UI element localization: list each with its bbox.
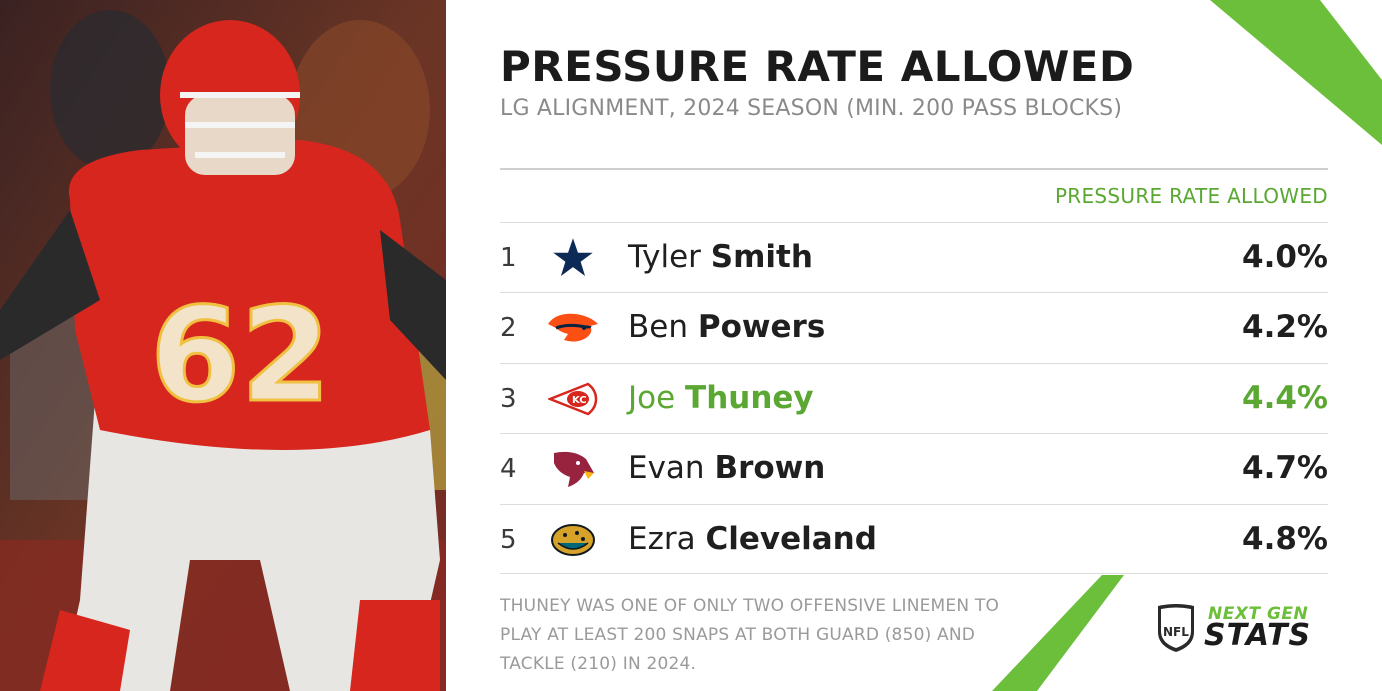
nfl-text: NFL <box>1163 625 1189 639</box>
column-header: PRESSURE RATE ALLOWED <box>1054 184 1328 208</box>
brand-next-gen: NEXT GEN <box>1208 604 1309 624</box>
rank: 3 <box>500 383 517 414</box>
nfl-shield-icon: NFL <box>1158 604 1194 652</box>
player-name: Ezra Cleveland <box>628 521 877 557</box>
pressure-rate-value: 4.0% <box>1242 239 1328 275</box>
last-name: Brown <box>714 450 826 487</box>
pressure-rate-value: 4.7% <box>1242 450 1328 487</box>
first-name: Ben <box>628 309 688 346</box>
player-name: Ben Powers <box>628 309 825 345</box>
bottom-slash-decoration <box>992 575 1124 691</box>
table-row-highlighted: 3 KC Joe Thuney 4.4% <box>500 362 1328 433</box>
page-title: PRESSURE RATE ALLOWED <box>500 42 1135 91</box>
player-name: Joe Thuney <box>628 380 814 416</box>
player-name: Evan Brown <box>628 450 825 486</box>
table-row: 1 Tyler Smith 4.0% <box>500 222 1328 292</box>
rank: 1 <box>500 243 517 273</box>
first-name: Evan <box>628 450 705 487</box>
svg-text:KC: KC <box>572 395 587 406</box>
first-name: Ezra <box>628 520 696 557</box>
pressure-rate-value: 4.2% <box>1242 309 1328 346</box>
chiefs-arrowhead-icon: KC <box>546 374 600 424</box>
ranking-table: 1 Tyler Smith 4.0% 2 Ben Powers 4.2% <box>500 222 1328 574</box>
table-row: 4 Evan Brown 4.7% <box>500 433 1328 503</box>
last-name: Thuney <box>685 379 814 416</box>
top-right-slash-decoration <box>1210 0 1382 145</box>
table-row: 2 Ben Powers 4.2% <box>500 292 1328 362</box>
rank: 5 <box>500 524 517 555</box>
header-divider <box>500 168 1328 170</box>
player-name: Tyler Smith <box>628 239 813 275</box>
cardinals-icon <box>546 444 600 494</box>
first-name: Tyler <box>628 239 701 275</box>
jersey-number: 62 <box>150 279 331 431</box>
first-name: Joe <box>628 379 676 416</box>
jaguars-icon <box>546 515 600 565</box>
table-row: 5 Ezra Cleveland 4.8% <box>500 503 1328 574</box>
last-name: Smith <box>710 239 813 275</box>
rank: 2 <box>500 313 517 344</box>
player-photo: 62 <box>0 0 446 691</box>
pressure-rate-value: 4.4% <box>1242 379 1328 416</box>
footnote: THUNEY WAS ONE OF ONLY TWO OFFENSIVE LIN… <box>500 596 1000 674</box>
last-name: Powers <box>697 309 826 346</box>
main-content: PRESSURE RATE ALLOWED LG ALIGNMENT, 2024… <box>500 0 1328 691</box>
last-name: Cleveland <box>705 520 877 557</box>
pressure-rate-value: 4.8% <box>1242 520 1328 557</box>
brand-stats: STATS <box>1204 618 1312 653</box>
page-subtitle: LG ALIGNMENT, 2024 SEASON (MIN. 200 PASS… <box>500 96 1123 121</box>
broncos-icon <box>546 303 600 353</box>
next-gen-stats-logo: NFL NEXT GEN STATS <box>1156 602 1326 656</box>
rank: 4 <box>500 454 517 485</box>
cowboys-star-icon <box>546 233 600 283</box>
